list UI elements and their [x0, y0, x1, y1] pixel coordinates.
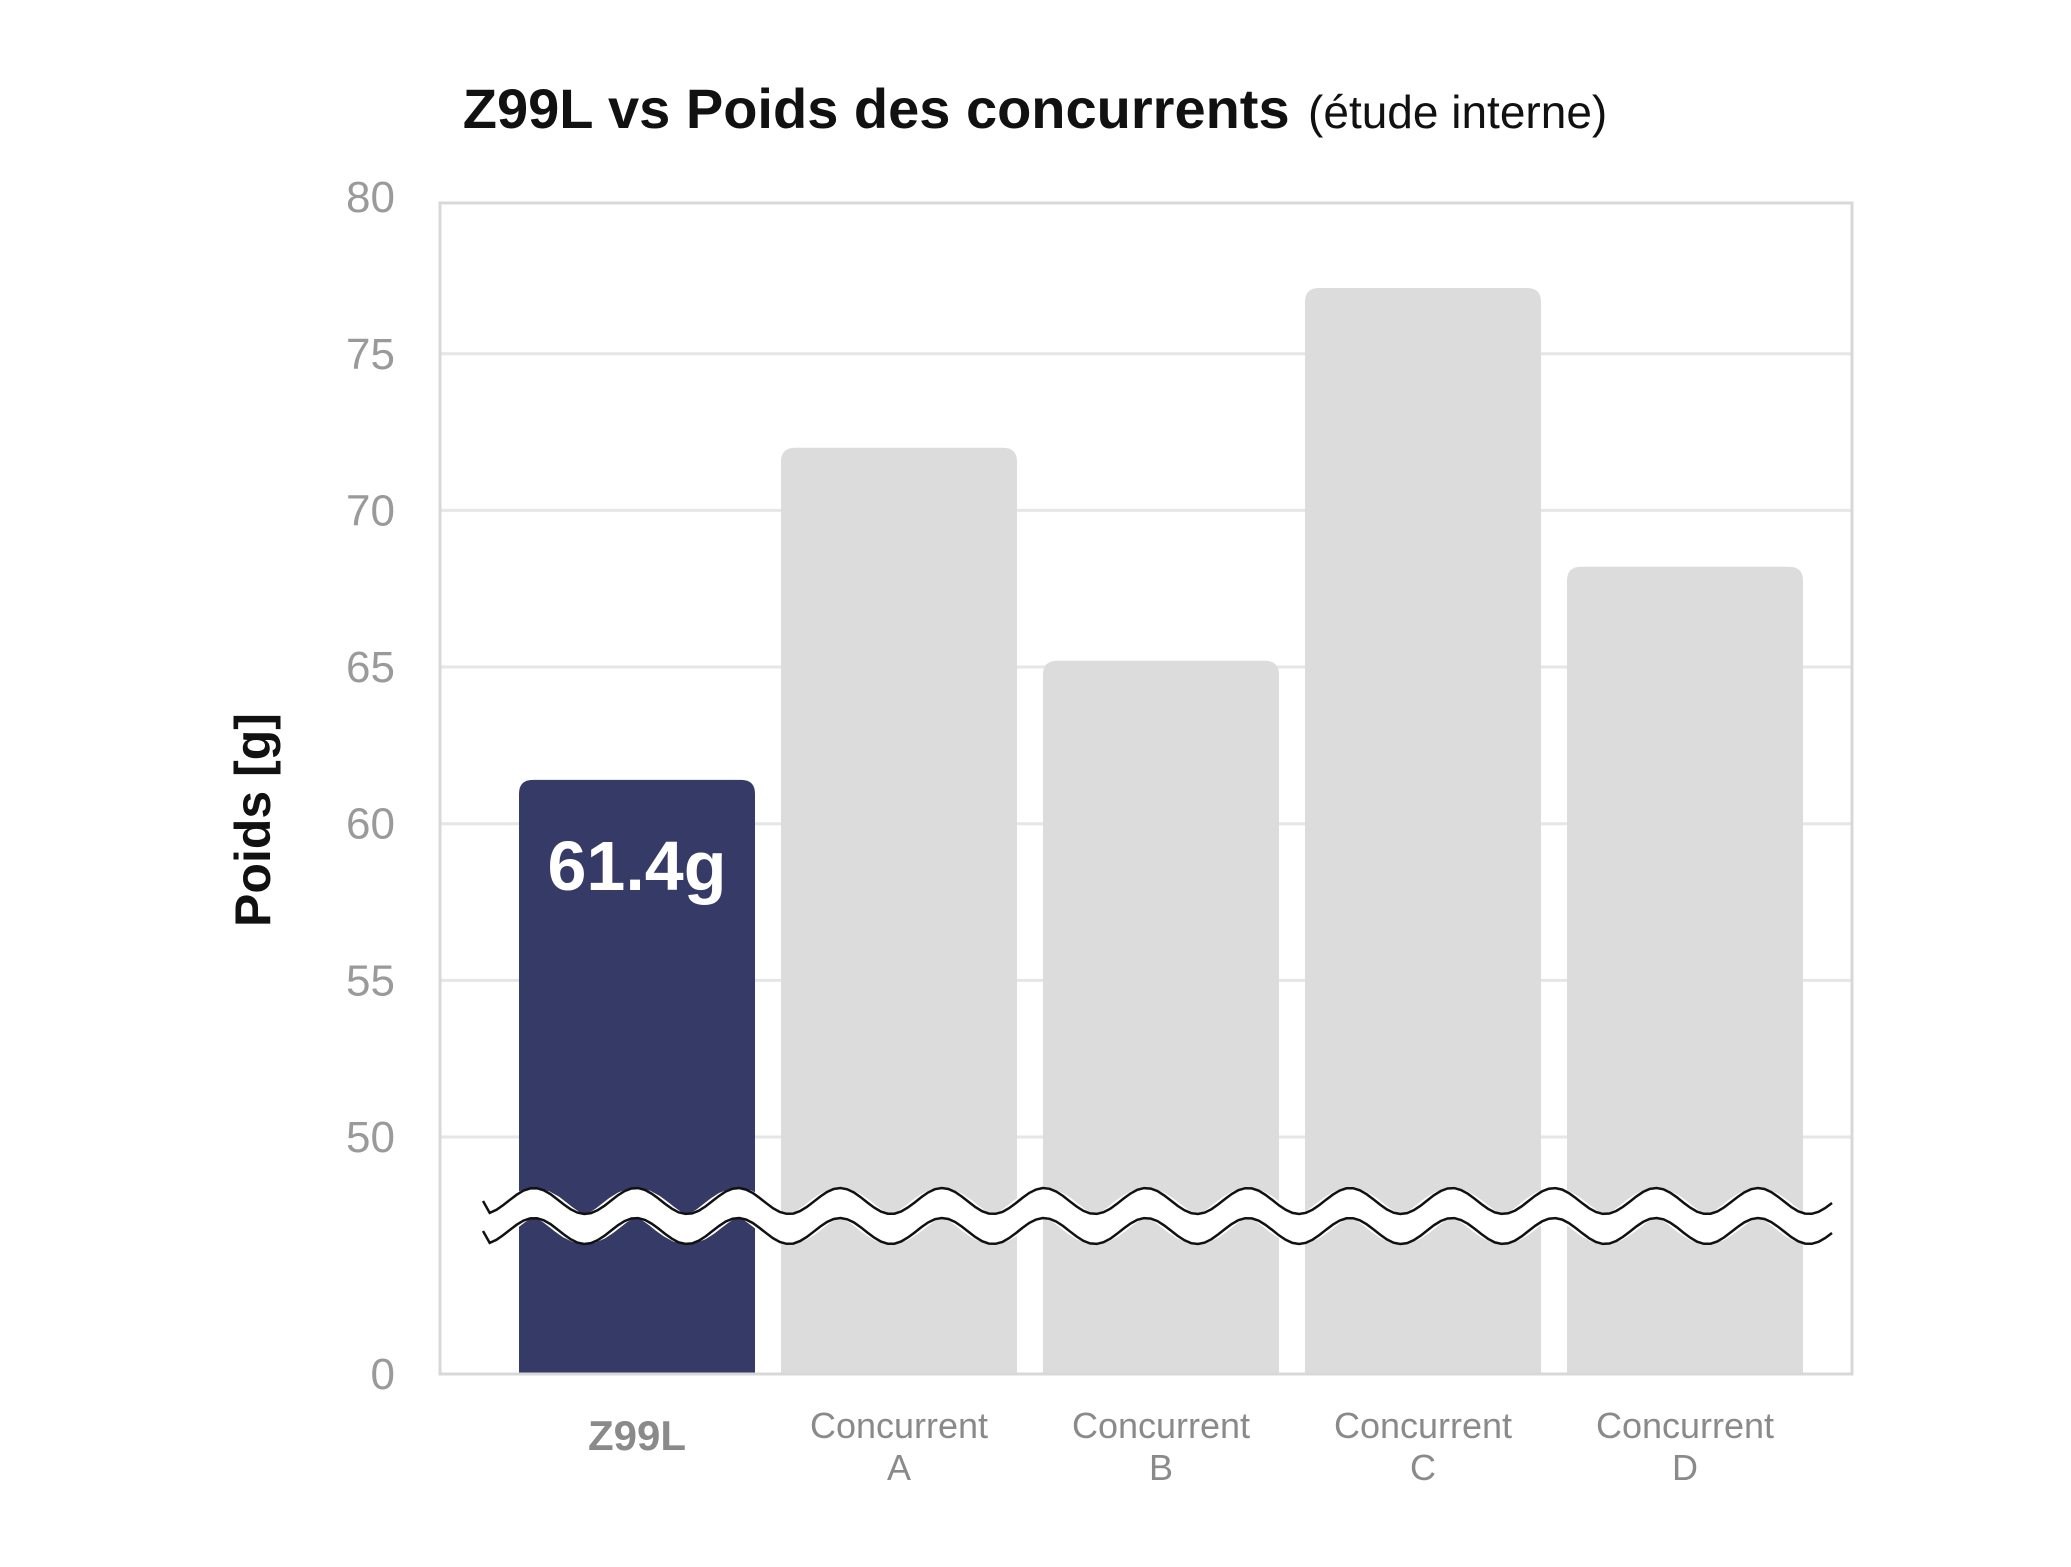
data-labels: 61.4g: [548, 827, 727, 905]
plot-border: [438, 201, 1854, 1376]
y-tick-label: 55: [346, 956, 395, 1005]
x-axis-labels: Z99L Concurrent A Concurrent B Concurrent C Con…: [588, 1405, 1774, 1488]
y-tick-label: 80: [346, 173, 395, 222]
axis-break-mark: [469, 1186, 1841, 1248]
chart-subtitle: (étude interne): [1308, 86, 1607, 138]
x-tick-label: Z99L: [588, 1412, 686, 1459]
bar-4: [1567, 566, 1803, 1374]
y-tick-label: 50: [346, 1113, 395, 1162]
y-axis-ticks: 0 50 55 60 65 70 75 80: [346, 173, 395, 1399]
bar-1: [781, 447, 1017, 1374]
y-axis-label: Poids [g]: [225, 713, 281, 927]
bar-2: [1043, 660, 1279, 1374]
y-tick-label: 70: [346, 486, 395, 535]
x-tick-label: Concurrent C: [1334, 1405, 1512, 1488]
bar-3: [1305, 287, 1541, 1374]
chart-title: Z99L vs Poids des concurrents (étude int…: [463, 77, 1607, 140]
x-tick-label: Concurrent A: [810, 1405, 988, 1488]
data-label: 61.4g: [548, 827, 727, 905]
y-tick-label: 75: [346, 330, 395, 379]
bars: [519, 287, 1803, 1374]
y-tick-label: 60: [346, 800, 395, 849]
x-tick-label: Concurrent D: [1596, 1405, 1774, 1488]
break-band: [469, 1187, 1841, 1248]
y-tick-label: 65: [346, 643, 395, 692]
chart-title-main: Z99L vs Poids des concurrents: [463, 77, 1290, 140]
break-line-bottom: [481, 1216, 1833, 1246]
break-line-top: [481, 1186, 1833, 1216]
y-tick-label: 0: [371, 1350, 395, 1399]
plot-frame: [438, 201, 1854, 1376]
x-tick-label: Concurrent B: [1072, 1405, 1250, 1488]
